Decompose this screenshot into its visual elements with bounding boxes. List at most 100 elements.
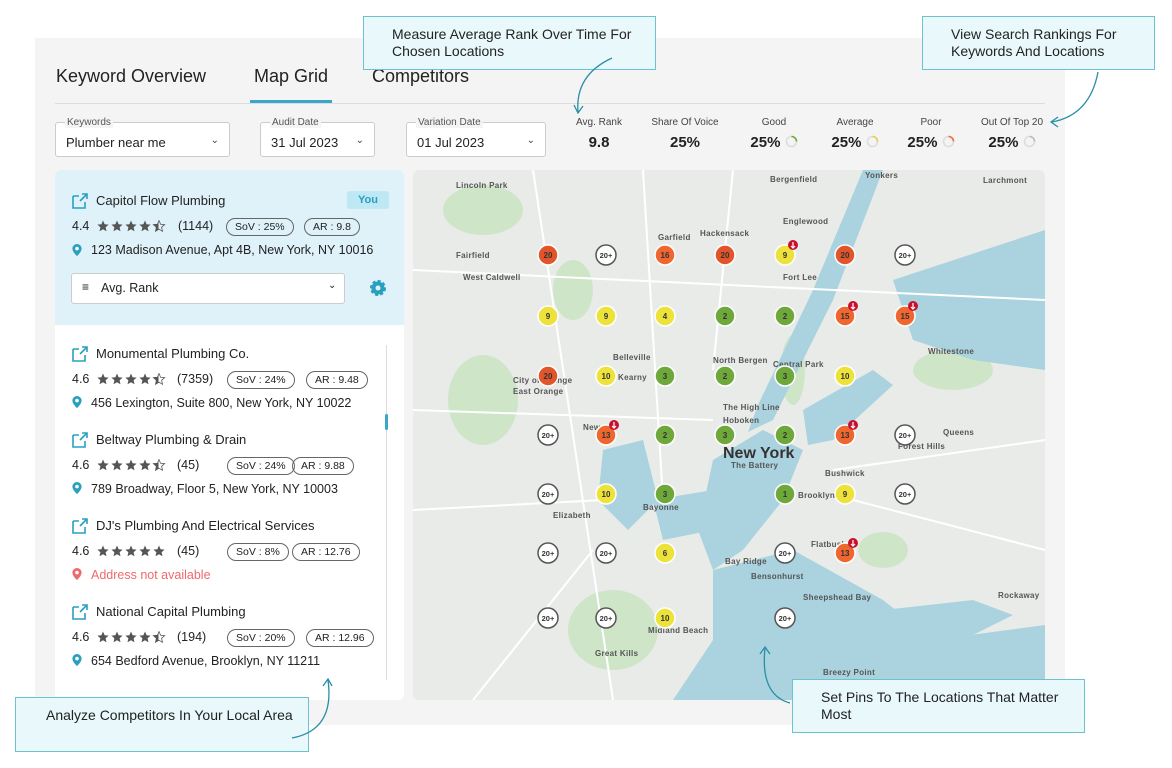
pin-label: 20+ — [779, 614, 792, 623]
grid-pin[interactable]: 20+ — [537, 424, 559, 446]
grid-pin[interactable]: 9 — [595, 305, 617, 327]
location-icon — [72, 244, 82, 256]
map-label: Central Park — [773, 360, 824, 369]
address: Address not available — [91, 568, 211, 582]
grid-pin[interactable]: 20+ — [537, 542, 559, 564]
pin-label: 2 — [663, 431, 668, 440]
pin-marker — [595, 365, 617, 387]
pin-label: 2 — [723, 312, 728, 321]
pin-label: 4 — [663, 312, 668, 321]
grid-pin[interactable]: 13 — [834, 538, 858, 564]
scroll-thumb[interactable] — [385, 414, 388, 430]
map-label: Yonkers — [865, 171, 898, 180]
open-link-icon[interactable] — [71, 345, 89, 363]
grid-pin[interactable]: 15 — [894, 301, 918, 327]
review-count: (7359) — [177, 372, 214, 386]
location-icon — [72, 654, 82, 666]
grid-pin[interactable]: 13 — [834, 420, 858, 446]
pin-label: 10 — [841, 372, 850, 381]
variation-date-dropdown[interactable]: Variation Date 01 Jul 2023 ⌄ — [406, 117, 546, 157]
grid-pin[interactable]: 20+ — [774, 542, 796, 564]
grid-pin[interactable]: 20 — [714, 244, 736, 266]
grid-pin[interactable]: 15 — [834, 301, 858, 327]
open-link-icon[interactable] — [71, 517, 89, 535]
grid-pin[interactable]: 3 — [654, 365, 676, 387]
grid-pin[interactable]: 2 — [774, 305, 796, 327]
grid-pin[interactable]: 20+ — [595, 542, 617, 564]
tab-active[interactable]: Map Grid — [254, 66, 329, 86]
grid-pin[interactable]: 6 — [654, 542, 676, 564]
tab[interactable]: Keyword Overview — [56, 66, 207, 86]
tab[interactable]: Competitors — [372, 66, 470, 86]
pin-label: 9 — [546, 312, 551, 321]
grid-pin[interactable]: 20+ — [894, 424, 916, 446]
grid-pin[interactable]: 2 — [774, 424, 796, 446]
grid-pin[interactable]: 13 — [595, 420, 619, 446]
pin-marker — [774, 305, 796, 327]
map-label: Queens — [943, 428, 974, 437]
grid-pin[interactable]: 2 — [714, 305, 736, 327]
grid-pin[interactable]: 9 — [834, 483, 856, 505]
grid-pin[interactable]: 20+ — [537, 483, 559, 505]
grid-pin[interactable]: 20+ — [894, 483, 916, 505]
grid-pin[interactable]: 20 — [537, 365, 559, 387]
grid-pin[interactable]: 20+ — [894, 244, 916, 266]
grid-pin[interactable]: 9 — [774, 240, 798, 266]
metric-label: Avg. Rank — [576, 117, 622, 128]
pin-marker — [654, 424, 676, 446]
open-link-icon[interactable] — [71, 192, 89, 210]
map-label: Belleville — [613, 353, 651, 362]
audit-date-dropdown[interactable]: Audit Date 31 Jul 2023 ⌄ — [260, 117, 375, 157]
metric-label: Good — [761, 117, 787, 128]
grid-pin[interactable]: 2 — [714, 365, 736, 387]
metric-value: 25% — [967, 134, 1057, 151]
grid-pin[interactable]: 20 — [834, 244, 856, 266]
pin-label: 15 — [901, 312, 910, 321]
pin-label: 3 — [723, 431, 728, 440]
grid-pin[interactable]: 20+ — [537, 607, 559, 629]
keyword-dropdown[interactable]: Keywords Plumber near me ⌄ — [55, 117, 230, 157]
pin-label: 2 — [783, 431, 788, 440]
pin-label: 2 — [723, 372, 728, 381]
grid-pin[interactable]: 10 — [595, 365, 617, 387]
ar-pill: AR : 9.88 — [292, 457, 354, 475]
trend-arrow — [611, 422, 617, 429]
map-label: Bergenfield — [770, 175, 817, 184]
sort-dropdown[interactable] — [71, 273, 345, 304]
grid-pin[interactable]: 20+ — [595, 607, 617, 629]
pin-label: 20 — [544, 372, 553, 381]
map-label: Rockaway — [998, 591, 1040, 600]
metric: Out Of Top 20 25% — [967, 117, 1057, 151]
sort-icon: ≡ — [82, 280, 90, 294]
grid-pin[interactable]: 20+ — [774, 607, 796, 629]
pin-label: 3 — [663, 490, 668, 499]
metric: Avg. Rank 9.8 — [554, 117, 644, 151]
grid-pin[interactable]: 16 — [654, 244, 676, 266]
grid-pin[interactable]: 10 — [595, 483, 617, 505]
grid-pin[interactable]: 3 — [654, 483, 676, 505]
grid-pin[interactable]: 2 — [654, 424, 676, 446]
settings-icon[interactable] — [369, 279, 387, 297]
pin-label: 10 — [602, 490, 611, 499]
pin-label: 13 — [602, 431, 611, 440]
pin-marker — [537, 424, 559, 446]
ring — [942, 135, 954, 148]
pin-marker — [654, 483, 676, 505]
stars — [97, 373, 166, 385]
open-link-icon[interactable] — [71, 603, 89, 621]
map[interactable]: Yonkers Bergenfield Lincoln Park Garfield Ha… — [413, 170, 1045, 700]
pin-marker — [654, 607, 676, 629]
grid-pin[interactable]: 1 — [774, 483, 796, 505]
grid-pin[interactable]: 4 — [654, 305, 676, 327]
grid-pin[interactable]: 20+ — [595, 244, 617, 266]
grid-pin[interactable]: 3 — [714, 424, 736, 446]
grid-pin[interactable]: 20 — [537, 244, 559, 266]
open-link-icon[interactable] — [71, 431, 89, 449]
map-label: North Bergen — [713, 356, 768, 365]
grid-pin[interactable]: 9 — [537, 305, 559, 327]
grid-pin[interactable]: 10 — [654, 607, 676, 629]
metric-value: 9.8 — [588, 134, 610, 151]
grid-pin[interactable]: 10 — [834, 365, 856, 387]
pin-label: 9 — [604, 312, 609, 321]
grid-pin[interactable]: 3 — [774, 365, 796, 387]
